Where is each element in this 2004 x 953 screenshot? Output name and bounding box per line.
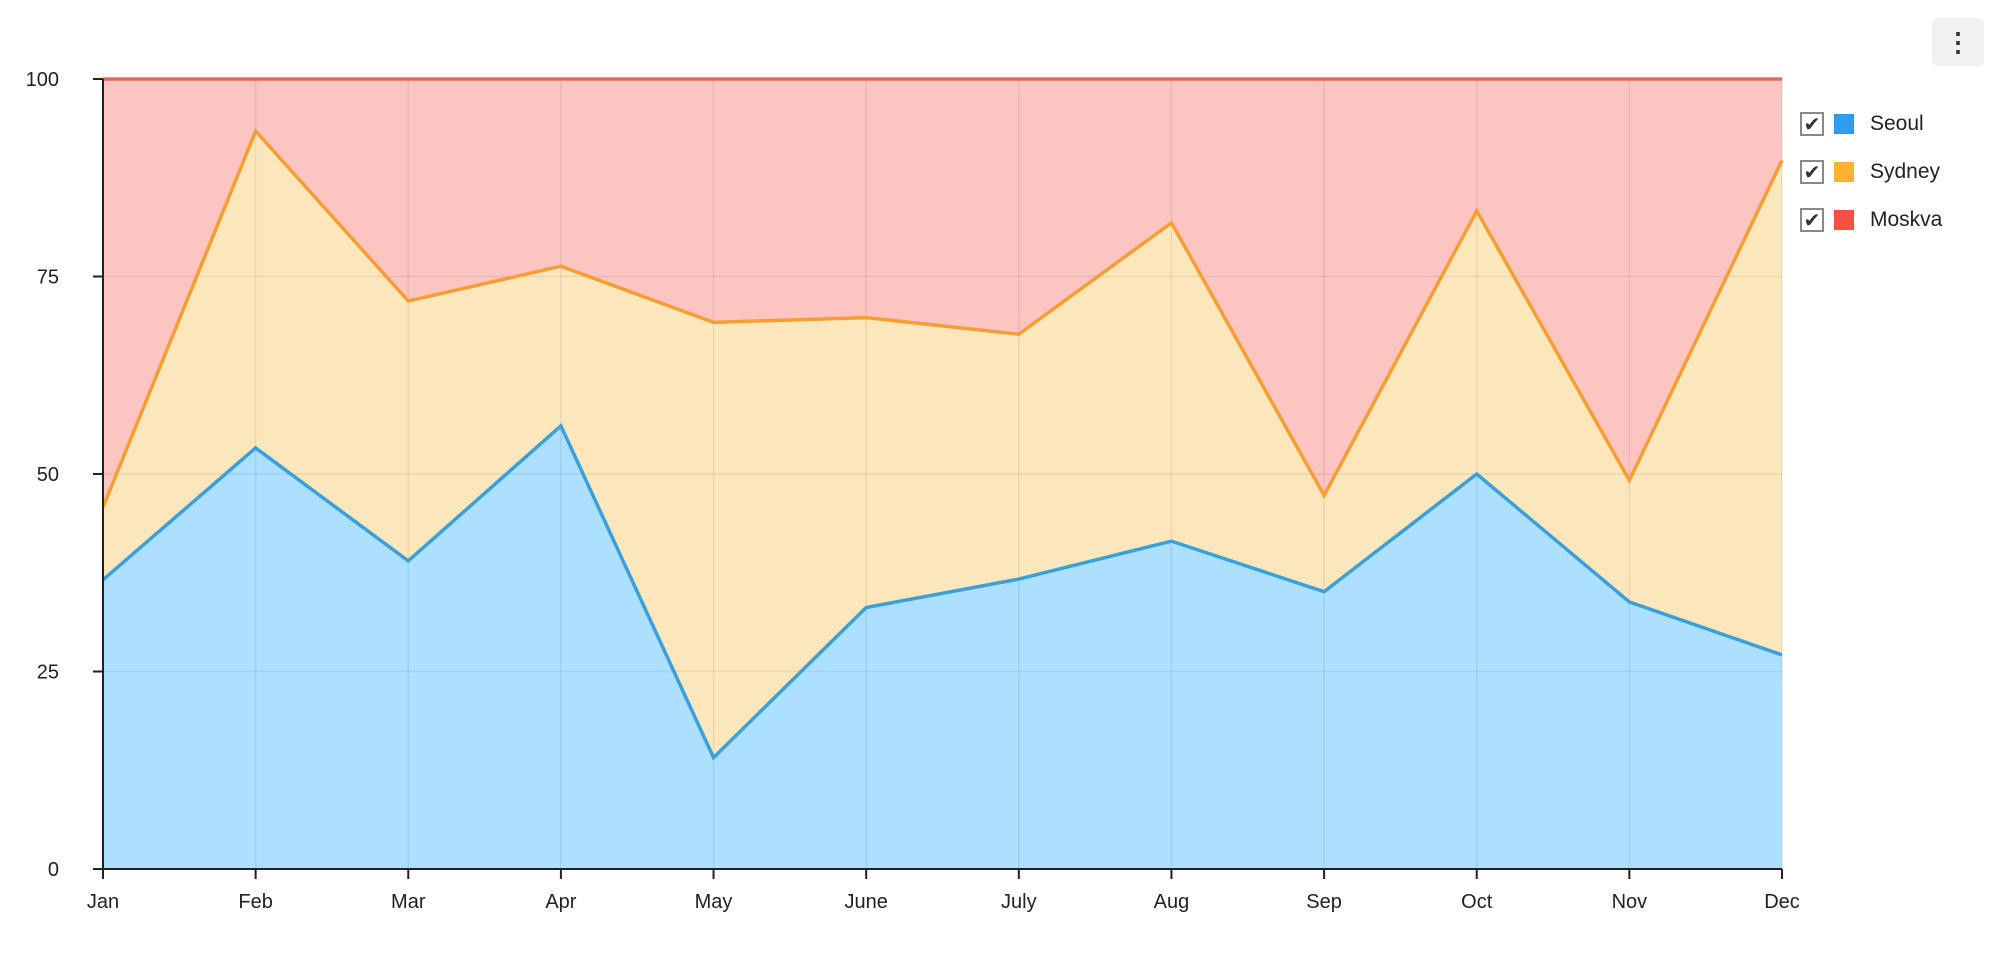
x-tick-label: May [695,891,733,913]
area-layer [103,79,1782,869]
chart-menu-button[interactable]: ⋮ [1932,18,1984,66]
legend-label: Moskva [1870,208,1943,231]
y-tick-label: 75 [37,267,59,289]
x-tick-label: June [844,891,887,913]
legend-swatch [1834,162,1854,182]
x-tick-label: Jan [87,891,119,913]
legend-item-sydney[interactable]: ✔ Sydney [1800,148,1942,196]
legend-swatch [1834,114,1854,134]
series-line-sydney [101,127,1784,508]
y-tick-label: 100 [26,69,59,91]
x-tick-label: Mar [391,891,426,913]
legend-checkbox-check-icon[interactable]: ✔ [1800,160,1824,184]
legend-item-moskva[interactable]: ✔ Moskva [1800,196,1942,244]
legend-label: Sydney [1870,160,1941,183]
area-sydney [103,131,1782,758]
chart-legend: ✔ Seoul ✔ Sydney ✔ Moskva [1800,100,1942,244]
y-tick-label: 0 [48,859,59,881]
x-tick-label: Sep [1306,891,1342,913]
legend-checkbox-check-icon[interactable]: ✔ [1800,112,1824,136]
legend-checkbox-check-icon[interactable]: ✔ [1800,208,1824,232]
line-layer [101,77,1784,761]
y-tick-label: 25 [37,662,59,684]
x-tick-label: July [1001,891,1037,913]
series-line-seoul [101,422,1783,761]
legend-item-seoul[interactable]: ✔ Seoul [1800,100,1942,148]
legend-label: Seoul [1870,112,1924,135]
legend-swatch [1834,210,1854,230]
area-moskva [103,79,1782,508]
vertical-ellipsis-icon: ⋮ [1945,27,1971,57]
x-tick-label: Apr [545,891,576,913]
x-tick-label: Oct [1461,891,1493,913]
x-tick-label: Nov [1612,891,1648,913]
x-tick-label: Dec [1764,891,1800,913]
area-seoul [103,425,1782,869]
label-layer: 0 25 50 75 100 Jan Feb Mar Apr May June July Aug Sep O… [26,69,1800,913]
axis-layer [93,78,1783,879]
x-tick-label: Aug [1154,891,1190,913]
x-tick-label: Feb [238,891,272,913]
y-tick-label: 50 [37,464,59,486]
